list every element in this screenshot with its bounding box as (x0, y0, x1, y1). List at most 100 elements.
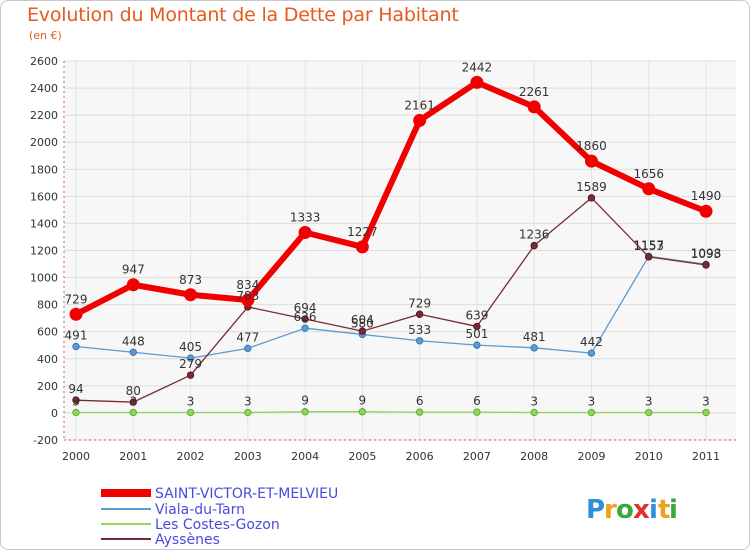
proxiti-logo: Pr o x i ti (586, 495, 678, 525)
y-tick-label: 400 (37, 353, 58, 366)
data-point (415, 337, 424, 345)
data-label: 729 (408, 296, 431, 310)
data-label: 2261 (519, 85, 550, 99)
data-point (301, 324, 309, 332)
data-label: 6 (416, 394, 424, 408)
data-label: 481 (523, 330, 546, 344)
data-label: 3 (645, 395, 653, 409)
data-label: 1153 (633, 239, 664, 253)
data-point (126, 278, 140, 292)
data-label: 1333 (290, 210, 321, 224)
data-point (473, 322, 481, 331)
data-label: 9 (301, 394, 309, 408)
data-label: 2161 (404, 98, 435, 112)
data-labels: 729 947 873 834 1333 1227 2161 2442 2261 1860 1656… (65, 60, 722, 408)
data-label: 1860 (576, 139, 607, 153)
data-label: 94 (68, 382, 83, 396)
data-label: 1098 (691, 246, 722, 260)
data-point (530, 408, 538, 417)
data-point (527, 100, 541, 114)
x-tick-label: 2001 (119, 450, 147, 463)
x-tick-label: 2005 (348, 450, 376, 463)
data-label: 729 (65, 292, 88, 306)
legend-label: Les Costes-Gozon (155, 517, 280, 533)
chart-subtitle: (en €) (29, 29, 62, 42)
data-point (642, 182, 656, 196)
data-point (702, 408, 710, 417)
data-label: 1490 (691, 189, 722, 203)
data-point (186, 408, 195, 417)
data-label: 1236 (519, 228, 550, 242)
data-label: 3 (530, 395, 538, 409)
y-tick-label: 1000 (30, 272, 58, 285)
data-point (473, 408, 481, 416)
data-label: 626 (294, 310, 317, 324)
data-label: 3 (72, 395, 80, 409)
axes: -200 0 200 400 600 800 1000 1200 1400 1600 1800 200… (30, 55, 736, 463)
series-line (75, 255, 707, 359)
data-point (69, 307, 83, 321)
y-tick-label: 200 (37, 380, 58, 393)
data-point (587, 408, 596, 417)
y-tick-label: 2000 (30, 136, 58, 149)
logo-letter: i (669, 495, 678, 525)
data-point (702, 261, 710, 269)
data-point (186, 354, 195, 362)
data-label: 477 (236, 330, 259, 344)
data-point (645, 408, 653, 417)
data-point (244, 408, 252, 417)
data-point (584, 154, 598, 168)
y-tick-label: 800 (37, 299, 58, 312)
data-label: 405 (179, 340, 202, 354)
data-label: 1589 (576, 180, 607, 194)
data-point (473, 341, 481, 349)
data-label: 3 (702, 395, 710, 409)
data-point (530, 241, 538, 250)
series-line (76, 411, 706, 414)
data-point (415, 310, 424, 318)
data-label: 834 (236, 278, 259, 292)
data-label: 639 (465, 308, 488, 322)
data-label: 3 (187, 395, 195, 409)
series-layer (69, 75, 713, 417)
data-label: 873 (179, 273, 202, 287)
data-label: 783 (236, 289, 259, 303)
legend-label: Viala-du-Tarn (155, 502, 245, 518)
data-label: 501 (465, 327, 488, 341)
data-point (358, 408, 367, 416)
x-tick-label: 2004 (291, 450, 319, 463)
y-tick-label: 1400 (30, 217, 58, 230)
data-label: 3 (588, 395, 596, 409)
logo-letter: r (604, 495, 617, 525)
data-label: 6 (473, 394, 481, 408)
x-tick-label: 2011 (692, 450, 720, 463)
data-point (415, 408, 424, 416)
y-tick-label: 0 (51, 407, 58, 420)
data-label: 9 (359, 394, 367, 408)
data-point (358, 327, 367, 335)
data-point (244, 344, 252, 353)
data-point (298, 225, 312, 239)
x-tick-label: 2000 (62, 450, 90, 463)
legend-label: Ayssènes (155, 532, 220, 548)
data-point (530, 344, 538, 352)
data-label: 442 (580, 335, 603, 349)
data-point (645, 253, 653, 261)
logo-letter: o (616, 495, 634, 525)
legend: SAINT-VICTOR-ET-MELVIEUViala-du-TarnLes … (101, 486, 338, 548)
data-point (241, 293, 255, 307)
data-point (72, 396, 80, 404)
data-point (413, 113, 427, 127)
data-label: 3 (244, 395, 252, 409)
logo-letter: P (586, 495, 605, 525)
data-label: 2442 (462, 60, 493, 74)
data-label: 491 (65, 328, 88, 342)
data-point (699, 204, 713, 218)
x-tick-label: 2002 (177, 450, 205, 463)
data-point (129, 408, 137, 417)
data-label: 3 (129, 395, 137, 409)
grid-lines (64, 60, 736, 441)
data-label: 694 (294, 301, 317, 315)
